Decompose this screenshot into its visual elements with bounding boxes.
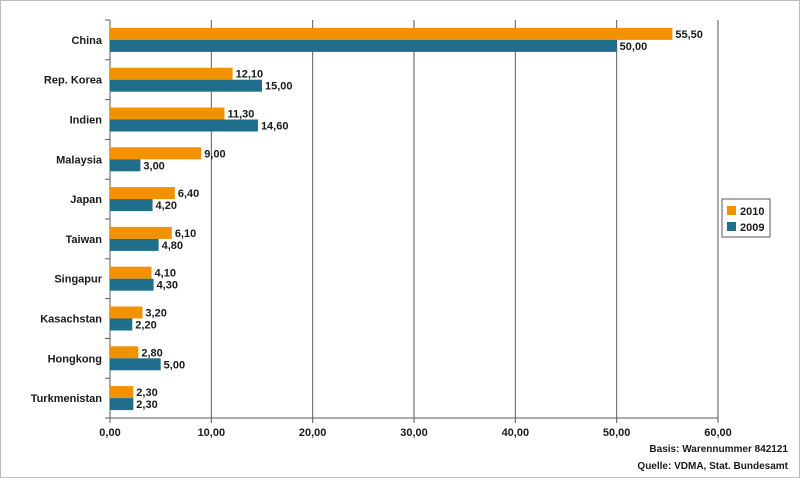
- bar-2010: [110, 27, 673, 40]
- category-label: Kasachstan: [40, 314, 102, 326]
- legend-label-2010: 2010: [740, 206, 764, 218]
- category-label: Indien: [70, 115, 103, 127]
- bar-2009: [110, 79, 262, 92]
- data-label-2010: 4,10: [155, 268, 176, 280]
- bar-2009: [110, 39, 617, 52]
- x-tick-label: 20,00: [299, 427, 327, 439]
- data-label-2010: 9,00: [204, 148, 225, 160]
- bar-2009: [110, 159, 141, 172]
- data-label-2009: 3,00: [143, 160, 164, 172]
- bar-2009: [110, 119, 258, 132]
- data-label-2009: 2,20: [135, 320, 156, 332]
- source-note: Quelle: VDMA, Stat. Bundesamt: [637, 461, 788, 472]
- data-label-2009: 2,30: [136, 399, 157, 411]
- category-label: Turkmenistan: [31, 393, 103, 405]
- data-label-2009: 4,20: [156, 200, 177, 212]
- bar-2009: [110, 318, 133, 331]
- bar-2010: [110, 386, 134, 399]
- x-tick-label: 40,00: [502, 427, 530, 439]
- bar-2009: [110, 358, 161, 371]
- bar-2010: [110, 187, 175, 200]
- data-label-2010: 2,80: [141, 347, 162, 359]
- bar-2010: [110, 306, 143, 319]
- x-tick-label: 50,00: [603, 427, 631, 439]
- data-label-2010: 6,40: [178, 188, 199, 200]
- data-label-2010: 11,30: [228, 109, 255, 121]
- data-label-2009: 5,00: [164, 359, 185, 371]
- basis-note: Basis: Warennummer 842121: [649, 444, 788, 455]
- category-label: Singapur: [54, 274, 102, 286]
- bar-2009: [110, 199, 153, 212]
- data-label-2010: 2,30: [136, 387, 157, 399]
- bar-2010: [110, 107, 225, 120]
- data-label-2010: 55,50: [675, 29, 703, 41]
- data-label-2010: 3,20: [145, 308, 166, 320]
- bar-2009: [110, 278, 154, 291]
- bar-2010: [110, 266, 152, 279]
- data-label-2009: 50,00: [620, 41, 648, 53]
- legend-label-2009: 2009: [740, 222, 764, 234]
- bar-2010: [110, 346, 139, 359]
- data-label-2009: 14,60: [261, 121, 289, 133]
- x-tick-label: 60,00: [704, 427, 732, 439]
- category-label: Rep. Korea: [44, 75, 103, 87]
- x-tick-label: 30,00: [400, 427, 428, 439]
- legend-swatch-2009: [727, 222, 736, 231]
- category-label: China: [71, 35, 102, 47]
- category-label: Japan: [70, 194, 102, 206]
- bar-2010: [110, 67, 233, 80]
- category-label: Malaysia: [56, 154, 103, 166]
- bar-2010: [110, 147, 202, 160]
- bar-2010: [110, 226, 172, 239]
- bar-2009: [110, 238, 159, 251]
- category-label: Taiwan: [66, 234, 103, 246]
- legend-swatch-2010: [727, 206, 736, 215]
- x-tick-label: 0,00: [99, 427, 120, 439]
- data-label-2009: 4,80: [162, 240, 183, 252]
- data-label-2009: 4,30: [157, 280, 178, 292]
- category-label: Hongkong: [48, 353, 102, 365]
- x-tick-label: 10,00: [198, 427, 226, 439]
- data-label-2010: 12,10: [236, 69, 264, 81]
- data-label-2009: 15,00: [265, 81, 293, 93]
- data-label-2010: 6,10: [175, 228, 196, 240]
- bar-2009: [110, 398, 134, 411]
